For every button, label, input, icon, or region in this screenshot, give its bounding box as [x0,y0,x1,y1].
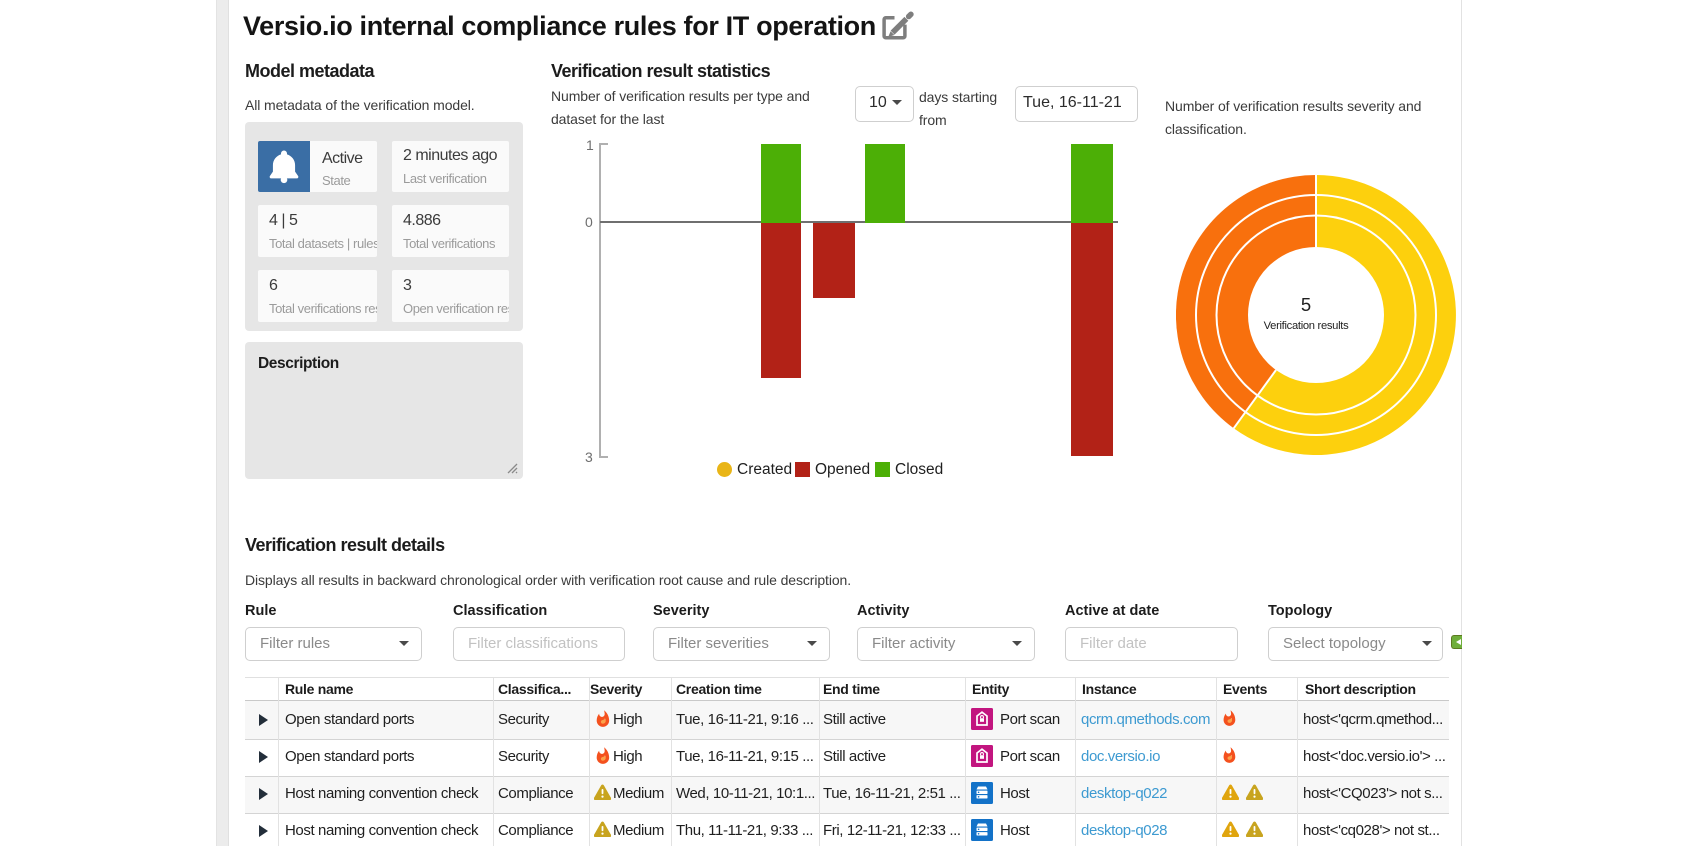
svg-text:Verification results: Verification results [1264,320,1349,332]
svg-text:5: 5 [1301,294,1311,315]
